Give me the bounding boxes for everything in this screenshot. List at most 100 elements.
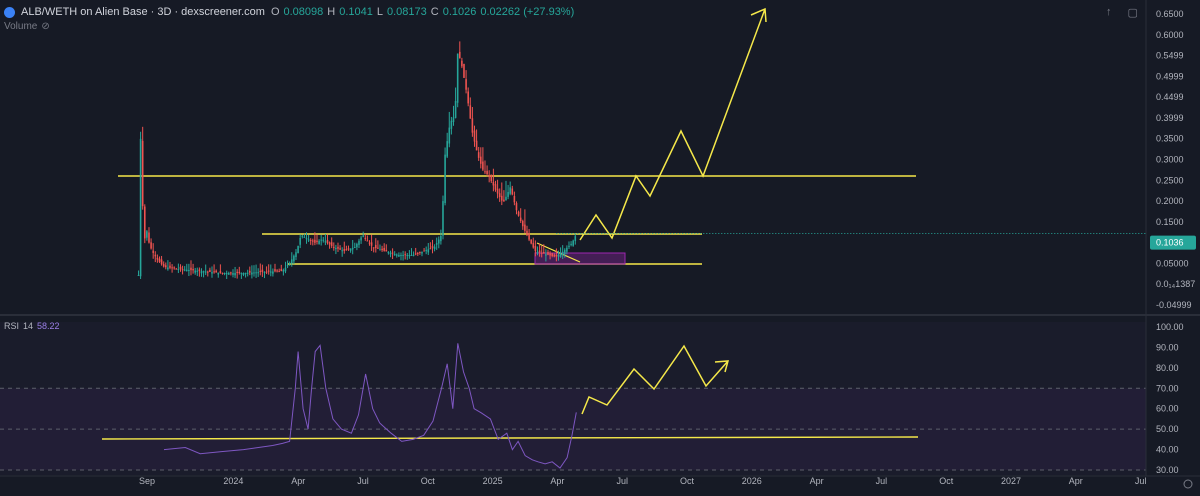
candle-body [177,269,180,271]
candle-body [213,271,215,273]
price-tick-label: 0.4999 [1156,71,1184,81]
rsi-support-line [101,436,919,440]
candle-body [374,244,377,249]
candle-body [322,239,325,241]
candle-body [316,240,318,242]
candle-body [358,240,360,245]
time-tick-label: Oct [939,476,954,486]
price-projection-path [579,8,766,241]
price-tick-label: 0.0₁₄1387 [1156,279,1195,289]
price-tick-label: 0.2000 [1156,196,1184,206]
candle-body [400,255,402,256]
maximize-icon[interactable]: ▢ [1127,7,1138,19]
price-tick-label: 0.1500 [1156,217,1184,227]
candle-body [404,254,406,256]
candle-body [519,217,522,221]
candle-body [227,273,230,275]
close-value: 0.1026 [442,6,477,18]
symbol-title[interactable]: ALB/WETH on Alien Base · 3D · dexscreene… [21,6,265,18]
candle-body [473,130,476,142]
candle-body [158,258,161,262]
candle-body [471,118,474,133]
candle-body [295,252,297,257]
candle-body [496,188,499,194]
candle-body [528,233,530,240]
time-tick-label: 2026 [742,476,762,486]
candle-body [301,235,304,237]
candle-body [150,242,152,249]
arrow-up-icon[interactable]: ↑ [1106,6,1112,18]
candle-body [303,236,306,238]
price-tick-label: 0.2500 [1156,175,1184,185]
rsi-legend[interactable]: RSI 14 58.22 [4,321,60,331]
candle-body [349,248,352,251]
rsi-tick-label: 30.00 [1156,465,1179,475]
candle-body [162,264,165,267]
candle-body [171,267,173,269]
candle-body [547,251,549,255]
time-tick-label: Jul [1135,476,1147,486]
high-label: H [327,6,336,18]
candle-body [379,249,381,251]
candle-body [566,247,568,252]
candle-body [507,192,509,197]
candle-body [234,273,236,276]
candle-body [202,271,205,273]
candle-body [324,241,327,243]
rsi-series [163,343,577,469]
volume-legend[interactable]: Volume ⊘ [4,21,50,32]
candle-body [551,253,553,257]
rsi-tick-label: 50.00 [1156,424,1179,434]
candle-body [244,272,247,274]
candle-body [211,272,213,274]
price-axis: 0.6500 0.6000 0.5499 0.4999 0.4499 0.3999 0.35… [1150,9,1196,489]
candle-body [362,235,364,237]
candle-body [318,240,320,244]
time-axis: Sep 2024 Apr Jul Oct 2025 Apr Jul Oct 2026 Apr Jul O… [139,476,1146,486]
rsi-tick-label: 80.00 [1156,363,1179,373]
candle-body [278,271,280,273]
price-tick-label: 0.5499 [1156,51,1184,61]
candle-body [484,171,486,173]
candle-body [572,240,574,246]
candle-body [433,246,436,250]
candle-body [372,247,375,249]
time-tick-label: Apr [1069,476,1083,486]
candle-body [255,272,257,274]
settings-icon [1183,479,1193,489]
candle-body [299,237,301,245]
candle-body [146,231,148,238]
candle-body [265,271,268,273]
candle-body [389,252,392,255]
time-tick-label: Jul [616,476,628,486]
rsi-period: 14 [23,321,34,331]
candle-body [414,253,417,255]
candle-body [356,243,358,248]
candle-body [290,259,293,264]
candle-body [204,271,207,273]
price-tick-label: 0.05000 [1156,258,1189,268]
price-tick-label: 0.4499 [1156,92,1184,102]
price-tick-label: 0.3500 [1156,134,1184,144]
candle-body [391,252,394,254]
candle-body [251,272,253,275]
candle-body [181,269,184,271]
candle-body [225,273,228,275]
candle-body [431,246,434,248]
candle-body [477,152,480,158]
candle-body [152,250,154,253]
candle-body [297,245,299,254]
candle-body [240,273,243,274]
low-label: L [376,6,383,18]
candle-body [183,269,186,271]
candle-body [505,196,507,201]
candle-body [341,250,343,252]
candle-body [500,195,503,201]
candle-body [427,249,430,253]
candle-body [173,267,175,269]
eye-off-icon[interactable]: ⊘ [41,21,50,32]
candle-body [339,248,341,250]
candle-body [370,242,373,246]
rsi-tick-label: 100.00 [1156,322,1184,332]
